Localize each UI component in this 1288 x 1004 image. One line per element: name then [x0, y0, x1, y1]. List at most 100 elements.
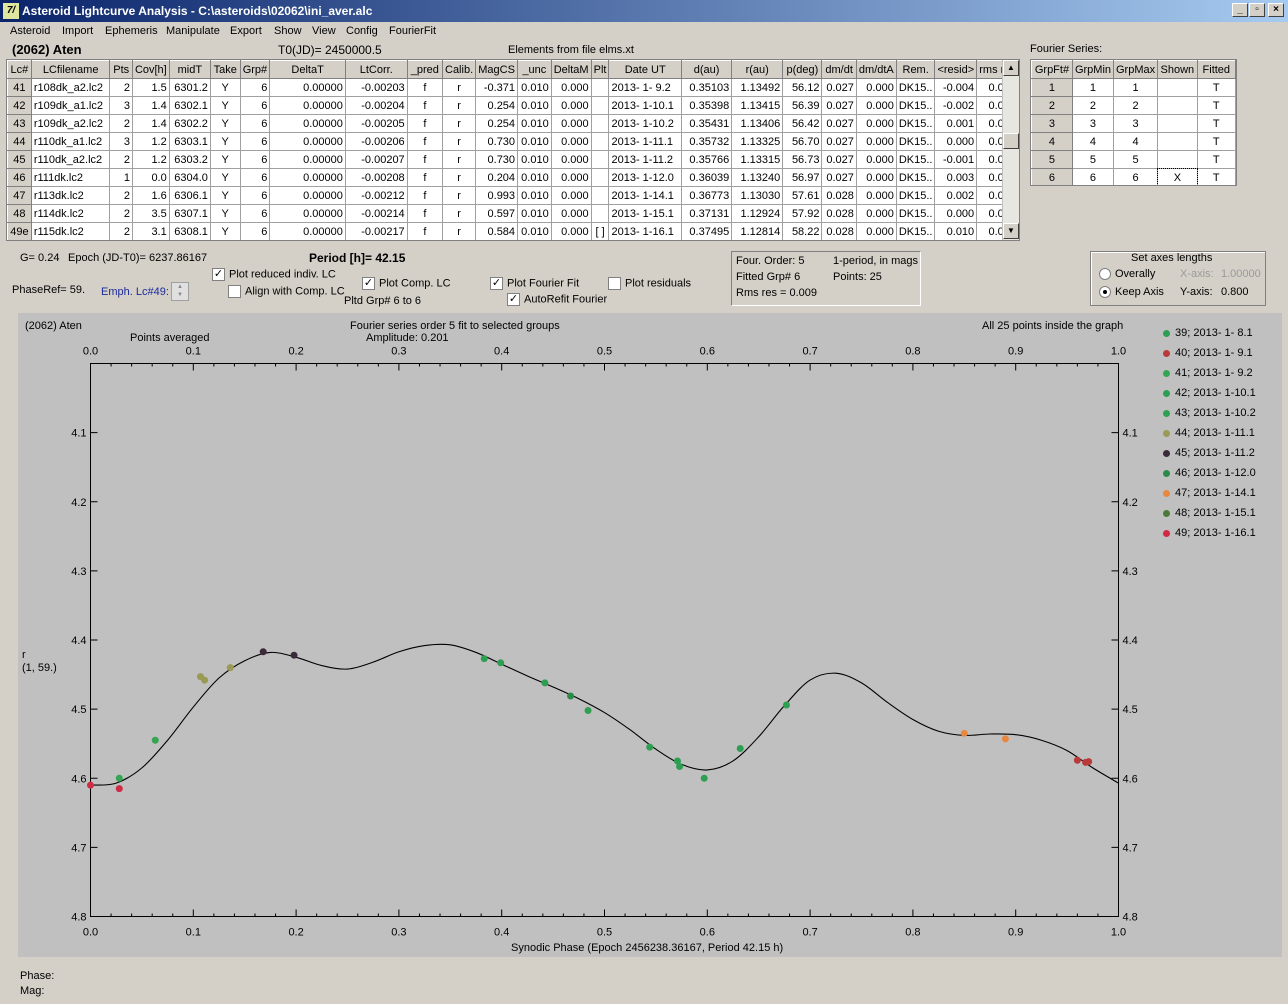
table-cell[interactable]: 0.000	[550, 96, 592, 115]
table-cell[interactable]: 0.00000	[269, 222, 346, 240]
column-header[interactable]: DeltaM	[550, 60, 592, 79]
table-cell[interactable]: 42	[7, 96, 32, 115]
fourier-cell[interactable]: 4	[1031, 132, 1073, 151]
table-cell[interactable]: 3.5	[131, 204, 170, 223]
table-cell[interactable]: 0.00000	[269, 168, 346, 187]
table-cell[interactable]: 43	[7, 114, 32, 133]
table-cell[interactable]: 6302.1	[168, 96, 211, 115]
lightcurve-table[interactable]: Lc# LCfilename Pts Cov[h] midT Take Grp# DeltaT…	[6, 59, 1020, 241]
menu-ephemeris[interactable]: Ephemeris	[105, 25, 158, 37]
table-cell[interactable]: 0.000	[855, 96, 897, 115]
emph-spinner[interactable]: ▲ ▼	[171, 282, 189, 301]
table-row[interactable]: 47 r113dk.lc2 2 1.6 6306.1 Y 6 0.00000 -0.00212 f…	[7, 186, 1019, 205]
table-cell[interactable]: 0.204	[475, 168, 519, 187]
table-cell[interactable]: 0.027	[821, 168, 857, 187]
fourier-cell[interactable]: X	[1156, 167, 1199, 185]
table-cell[interactable]: 1.4	[131, 96, 170, 115]
overally-radio[interactable]: Overally	[1099, 268, 1155, 281]
plot-residuals-checkbox[interactable]: Plot residuals	[608, 277, 691, 290]
table-cell[interactable]: 41	[7, 78, 32, 97]
table-cell[interactable]: 6306.1	[168, 186, 211, 205]
table-cell[interactable]: 0.000	[550, 150, 592, 169]
fourier-cell[interactable]: 6	[1031, 168, 1073, 185]
keep-axis-radio[interactable]: Keep Axis	[1099, 286, 1164, 299]
table-cell[interactable]: 0.730	[475, 150, 519, 169]
table-cell[interactable]: 0.36773	[680, 186, 733, 205]
menu-export[interactable]: Export	[230, 25, 262, 37]
column-header[interactable]: _unc	[517, 60, 552, 79]
table-row[interactable]: 49e r115dk.lc2 2 3.1 6308.1 Y 6 0.00000 -0.00217…	[7, 222, 1019, 240]
table-cell[interactable]: 0.35103	[680, 78, 733, 97]
yaxis-value[interactable]: 0.800	[1221, 286, 1249, 298]
table-cell[interactable]: 6304.0	[168, 168, 211, 187]
plot-reduced-checkbox[interactable]: ✓ Plot reduced indiv. LC	[212, 268, 336, 281]
table-cell[interactable]: DK15..	[895, 222, 936, 240]
table-cell[interactable]: 56.73	[782, 150, 823, 169]
column-header[interactable]: midT	[168, 60, 211, 79]
table-cell[interactable]: -0.002	[934, 96, 978, 115]
xaxis-value[interactable]: 1.00000	[1221, 268, 1261, 280]
column-header[interactable]: LCfilename	[30, 60, 111, 79]
table-cell[interactable]: 0.000	[855, 168, 897, 187]
table-cell[interactable]: 0.993	[475, 186, 519, 205]
minimize-button[interactable]: _	[1232, 3, 1248, 17]
table-cell[interactable]: DK15..	[895, 78, 936, 97]
table-cell[interactable]: 6	[239, 222, 271, 240]
column-header[interactable]: p(deg)	[782, 60, 823, 79]
column-header[interactable]: d(au)	[680, 60, 733, 79]
table-cell[interactable]: 0.010	[517, 222, 552, 240]
table-cell[interactable]: 0.010	[934, 222, 978, 240]
table-cell[interactable]: 0.000	[855, 186, 897, 205]
table-cell[interactable]: 0.00000	[269, 204, 346, 223]
table-cell[interactable]: 0.010	[517, 96, 552, 115]
table-row[interactable]: 43 r109dk_a2.lc2 2 1.4 6302.2 Y 6 0.00000 -0.002…	[7, 114, 1019, 133]
table-cell[interactable]: 47	[7, 186, 32, 205]
table-cell[interactable]: 6303.2	[168, 150, 211, 169]
column-header[interactable]: dm/dt	[821, 60, 857, 79]
column-header[interactable]: <resid>	[934, 60, 978, 79]
table-cell[interactable]: 0.000	[855, 150, 897, 169]
table-cell[interactable]: -0.00217	[344, 222, 408, 240]
table-row[interactable]: 41 r108dk_a2.lc2 2 1.5 6301.2 Y 6 0.00000 -0.002…	[7, 78, 1019, 97]
close-button[interactable]: ×	[1268, 3, 1284, 17]
menu-asteroid[interactable]: Asteroid	[10, 25, 51, 37]
table-cell[interactable]: 0.000	[550, 168, 592, 187]
table-row[interactable]: 44 r110dk_a1.lc2 3 1.2 6303.1 Y 6 0.00000 -0.002…	[7, 132, 1019, 151]
table-cell[interactable]: 6303.1	[168, 132, 211, 151]
table-cell[interactable]: 0.36039	[680, 168, 733, 187]
plot-panel[interactable]	[18, 313, 1282, 957]
table-cell[interactable]: 2013- 1-16.1	[608, 222, 682, 240]
maximize-button[interactable]: ▫	[1249, 3, 1265, 17]
table-cell[interactable]: 1.12924	[731, 204, 784, 223]
table-cell[interactable]: f	[406, 222, 444, 240]
table-cell[interactable]: 0.001	[934, 114, 978, 133]
table-cell[interactable]: r	[441, 222, 477, 240]
table-cell[interactable]: 0.027	[821, 96, 857, 115]
table-cell[interactable]: 44	[7, 132, 32, 151]
table-cell[interactable]: -0.00208	[344, 168, 408, 187]
table-cell[interactable]: -0.00205	[344, 114, 408, 133]
autorefit-checkbox[interactable]: ✓ AutoRefit Fourier	[507, 293, 607, 306]
table-cell[interactable]: 0.35398	[680, 96, 733, 115]
table-cell[interactable]: 6308.1	[168, 222, 211, 240]
table-cell[interactable]: 2013- 1- 9.2	[608, 78, 682, 97]
table-cell[interactable]: 0.000	[550, 222, 592, 240]
column-header[interactable]: Pts	[109, 60, 133, 79]
table-cell[interactable]: 0.000	[855, 222, 897, 240]
table-cell[interactable]: 45	[7, 150, 32, 169]
scroll-up-icon[interactable]: ▲	[1003, 60, 1019, 76]
table-cell[interactable]: 0.37495	[680, 222, 733, 240]
table-cell[interactable]: 49e	[7, 222, 32, 240]
table-cell[interactable]: 0.028	[821, 204, 857, 223]
table-cell[interactable]: r115dk.lc2	[30, 222, 111, 240]
table-cell[interactable]: 0.584	[475, 222, 519, 240]
fourier-cell[interactable]: 1	[1031, 78, 1073, 97]
table-cell[interactable]: 1.4	[131, 114, 170, 133]
table-cell[interactable]: 48	[7, 204, 32, 223]
